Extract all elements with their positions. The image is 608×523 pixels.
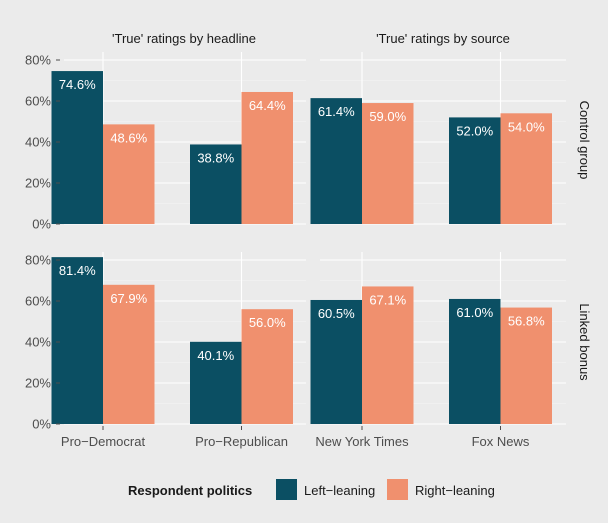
chart-panels: 74.6% 38.8% 48.6% 64.4% 61.4% 52.0% 59.0% 54.0%…: [51, 52, 566, 425]
bar-left-leaning: [190, 341, 242, 424]
data-label: 64.4%: [249, 98, 286, 113]
y-tick-label: 40%: [25, 135, 51, 150]
data-label: 81.4%: [59, 263, 96, 278]
data-label: 54.0%: [508, 119, 545, 134]
y-tick-label: 0%: [32, 417, 51, 432]
y-tick-label: 60%: [25, 294, 51, 309]
x-tick-label: New York Times: [315, 434, 409, 449]
bar-left-leaning: [310, 98, 362, 224]
data-label: 56.8%: [508, 314, 545, 329]
legend-label-left-leaning: Left−leaning: [304, 483, 375, 498]
legend-key-left-leaning: [276, 479, 297, 500]
y-tick-label: 20%: [25, 376, 51, 391]
data-label: 74.6%: [59, 77, 96, 92]
data-label: 61.0%: [456, 305, 493, 320]
y-tick-label: 80%: [25, 53, 51, 68]
legend-key-right-leaning: [387, 479, 408, 500]
bar-left-leaning: [51, 71, 103, 224]
y-axes: 0% 20% 40% 60% 80% 0% 20% 40% 60% 80%: [25, 53, 60, 432]
data-label: 59.0%: [369, 109, 406, 124]
x-tick-label: Pro−Democrat: [61, 434, 146, 449]
data-label: 67.1%: [369, 292, 406, 307]
bar-right-leaning: [362, 286, 414, 424]
legend-label-right-leaning: Right−leaning: [415, 483, 495, 498]
data-label: 52.0%: [456, 123, 493, 138]
data-label: 48.6%: [110, 130, 147, 145]
bar-right-leaning: [103, 124, 155, 224]
bar-left-leaning: [310, 299, 362, 424]
bar-right-leaning: [500, 307, 552, 424]
bar-left-leaning: [449, 298, 501, 424]
bar-left-leaning: [449, 117, 501, 224]
y-tick-label: 40%: [25, 335, 51, 350]
bar-left-leaning: [190, 144, 242, 224]
bar-right-leaning: [103, 284, 155, 424]
x-axes: Pro−Democrat Pro−Republican New York Times…: [61, 426, 530, 449]
data-label: 67.9%: [110, 291, 147, 306]
bar-right-leaning: [241, 91, 293, 224]
data-label: 56.0%: [249, 315, 286, 330]
y-tick-label: 60%: [25, 94, 51, 109]
y-tick-label: 0%: [32, 217, 51, 232]
data-label: 38.8%: [197, 150, 234, 165]
legend: Respondent politics Left−leaning Right−l…: [128, 479, 495, 500]
data-label: 61.4%: [318, 104, 355, 119]
data-label: 60.5%: [318, 306, 355, 321]
data-label: 40.1%: [197, 348, 234, 363]
row-title-control-group: Control group: [577, 101, 592, 180]
bar-right-leaning: [500, 113, 552, 224]
bar-right-leaning: [241, 309, 293, 424]
bar-left-leaning: [51, 257, 103, 424]
column-title-source: 'True' ratings by source: [376, 31, 510, 46]
y-tick-label: 20%: [25, 176, 51, 191]
bar-right-leaning: [362, 103, 414, 224]
row-title-linked-bonus: Linked bonus: [577, 303, 592, 381]
x-tick-label: Fox News: [472, 434, 530, 449]
legend-title: Respondent politics: [128, 483, 252, 498]
y-tick-label: 80%: [25, 253, 51, 268]
x-tick-label: Pro−Republican: [195, 434, 288, 449]
column-title-headline: 'True' ratings by headline: [112, 31, 256, 46]
